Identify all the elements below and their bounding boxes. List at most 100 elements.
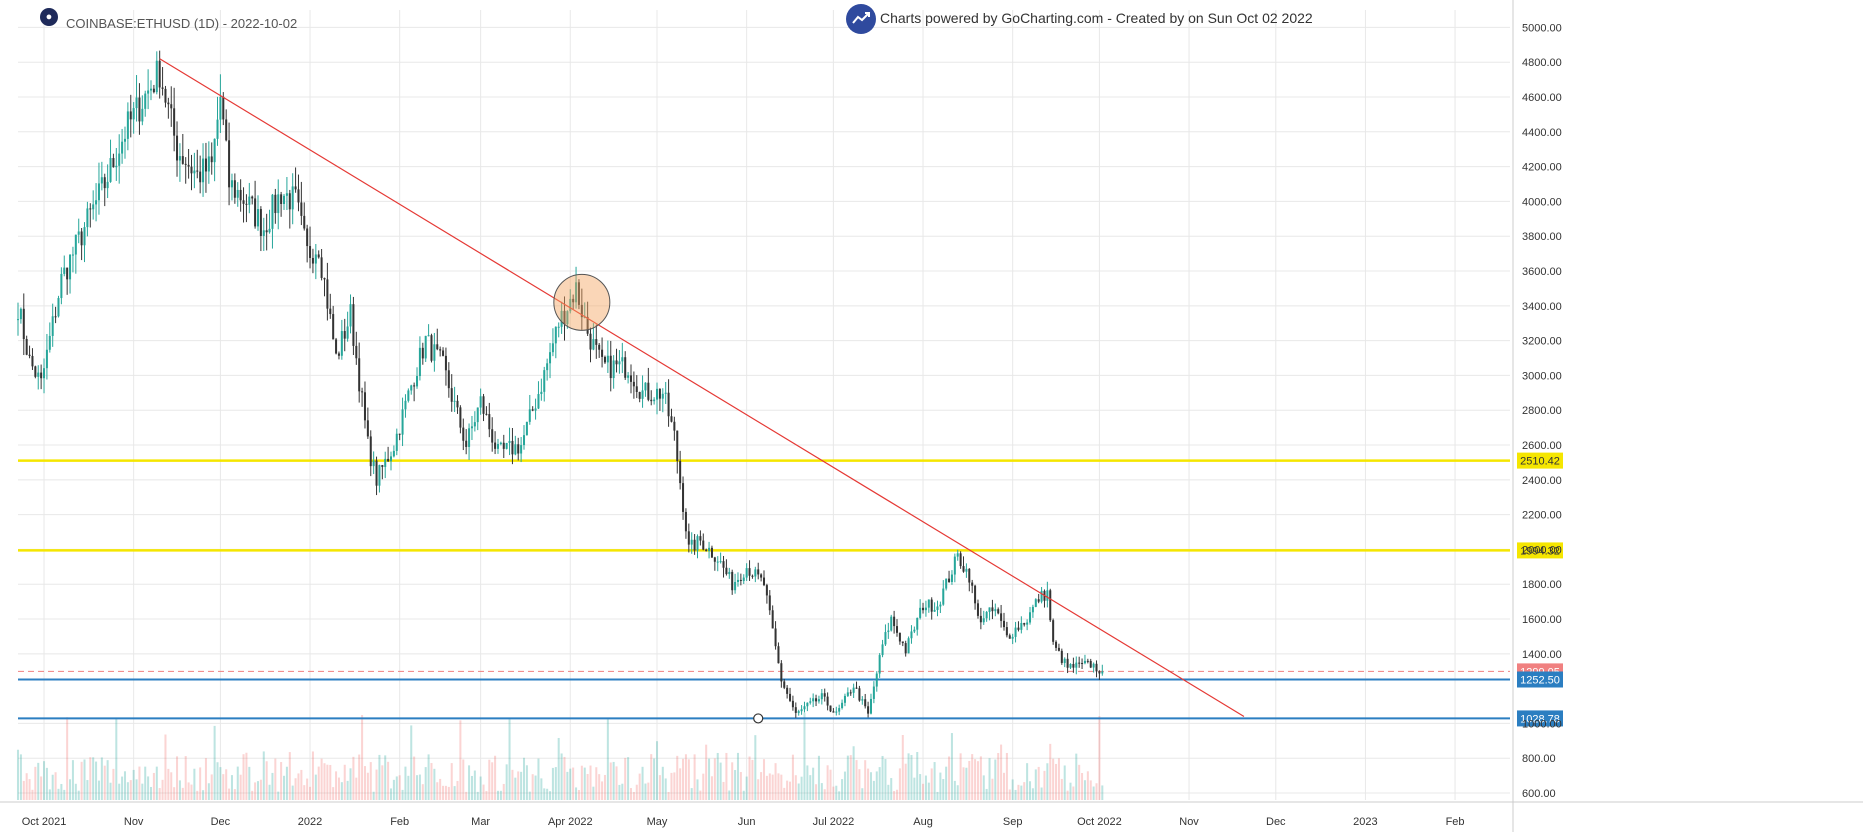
volume-bar [476,791,479,800]
volume-bar [71,760,74,800]
trend-logo-icon [846,4,876,34]
time-axis[interactable]: Oct 2021 Nov Dec 2022 Feb Mar Apr 2022 May Jun Ju… [0,801,1863,828]
volume-bar [745,776,748,800]
candle-body [682,483,685,512]
candle-body [352,304,355,346]
candle-body [228,140,231,188]
candle-body [823,693,826,697]
candle-body [629,375,633,382]
candle-body [849,692,852,694]
volume-bar [337,777,340,800]
candle-body [40,372,43,379]
candle-body [722,561,725,568]
candle-body [898,632,901,642]
candle-body [991,607,994,612]
volume-bar [1081,773,1084,800]
volume-bar [910,754,913,800]
candle-body [479,396,482,408]
gocharting-logo-icon[interactable]: ● [40,8,58,26]
candle-body [922,607,925,611]
candle-body [508,440,511,443]
volume-bar [522,757,526,800]
candle-body [520,445,523,454]
volume-bar [867,768,870,800]
candle-body [1005,627,1008,636]
volume-bar [598,774,601,800]
candle-body [768,595,771,611]
y-tick-label: 1000.00 [1522,718,1562,730]
candle-body [248,196,251,205]
volume-bar [687,759,690,800]
candle-body [346,326,349,339]
candle-body [470,426,473,429]
volume-bar [945,766,948,800]
volume-bar [679,768,682,800]
volume-bar [684,754,687,800]
volume-bar [297,773,300,800]
candle-body [366,420,369,437]
candle-body [1052,620,1055,642]
candle-body [820,693,823,700]
volume-bar [392,779,395,800]
candle-body [927,599,930,608]
volume-bar [534,775,537,800]
volume-bar [1066,790,1069,800]
candle-body [447,370,450,389]
price-axis[interactable]: 5000.00 4800.00 4600.00 4400.00 4200.00 4000.… [1512,0,1562,832]
candle-body [575,282,578,303]
candle-body [598,344,601,350]
volume-bar [569,768,572,800]
volume-bar [16,749,20,800]
candle-body [418,347,421,377]
volume-bar [207,783,210,800]
volume-bar [783,787,786,800]
candle-body [22,308,25,340]
candle-body [60,273,63,299]
volume-bar [916,752,919,800]
candle-body [731,571,734,591]
volume-bar [595,767,598,800]
candle-body [1026,622,1029,625]
candle-body [560,310,563,327]
volume-bar [696,779,699,800]
volume-bar [540,778,543,800]
volume-bar [577,790,580,800]
candle-body [1002,620,1006,628]
volume-bar [606,719,609,800]
candle-body [384,458,387,467]
candle-body [1057,647,1060,651]
volume-bar [971,754,974,800]
price-level-label: 2510.42 [1520,456,1560,468]
volume-bar [713,758,716,800]
y-tick-label: 3200.00 [1522,336,1562,348]
volume-bar [786,780,789,800]
candle-body [95,200,98,205]
candle-body [1049,590,1052,621]
candle-body [337,353,340,356]
volume-bar [381,765,384,800]
candle-body [1063,658,1066,663]
chart-annotations [159,58,1245,724]
volume-bar [1002,772,1006,800]
candle-body [121,141,124,154]
candle-body [86,208,89,228]
candle-body [696,536,699,551]
volume-bar [89,757,92,800]
candle-body [702,540,705,550]
candle-body [664,392,667,394]
candle-body [1000,613,1003,621]
volume-bar [1046,763,1049,800]
candle-body [924,607,927,611]
volume-bar [890,778,893,800]
volume-bar [254,782,257,800]
volume-bar [1026,763,1029,800]
candle-body [222,96,225,120]
volume-bar [416,775,419,800]
candle-body [363,392,366,421]
volume-bar [230,775,233,800]
candle-body [959,553,962,567]
volume-bar [1017,784,1020,800]
volume-bar [742,790,745,800]
candle-body [204,158,207,172]
